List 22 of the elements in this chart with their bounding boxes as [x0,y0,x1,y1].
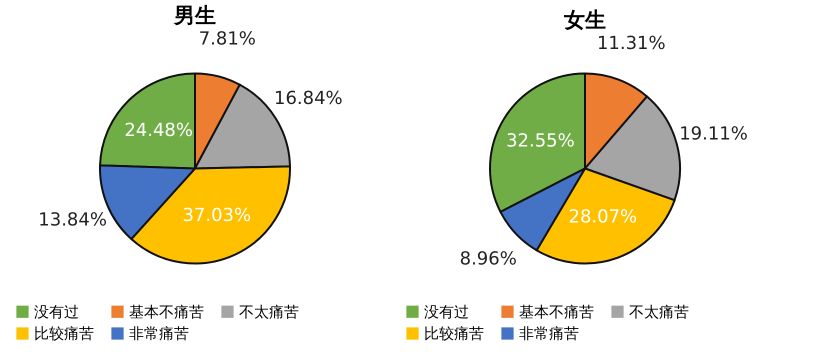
data-label: 13.84% [38,210,107,231]
data-label: 28.07% [568,206,638,228]
data-label: 19.11% [679,123,748,144]
legend-label: 非常痛苦 [519,324,579,342]
legend-label: 没有过 [34,302,79,321]
data-label: 7.81% [198,28,256,50]
data-label: 32.55% [506,130,575,152]
legend-label: 基本不痛苦 [519,302,594,321]
data-label: 37.03% [182,205,252,226]
data-label: 11.31% [596,32,666,54]
legend-label: 非常痛苦 [129,324,189,342]
chart-title: 女生 [563,8,606,32]
legend-label: 没有过 [424,302,469,321]
data-label: 8.96% [460,248,517,270]
data-label: 16.84% [274,88,343,109]
data-label: 24.48% [124,120,193,141]
legend-label: 比较痛苦 [34,324,94,342]
legend-label: 不太痛苦 [629,302,689,321]
legend-label: 基本不痛苦 [129,302,204,321]
legend-label: 比较痛苦 [424,324,484,342]
chart-title: 男生 [173,3,216,28]
legend-label: 不太痛苦 [239,302,299,321]
